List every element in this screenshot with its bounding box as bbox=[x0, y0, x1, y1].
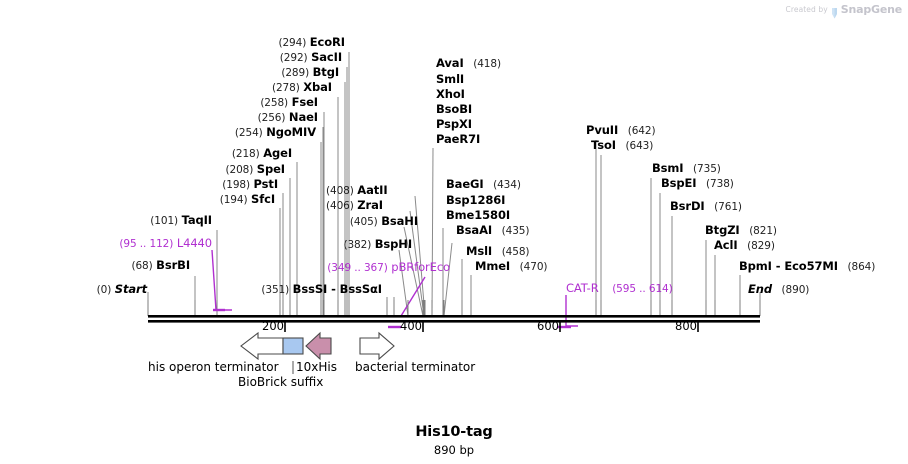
ruler-label-400: 400 bbox=[400, 319, 422, 333]
label-avai-stack[interactable]: AvaI (418) SmlI XhoI BsoBI PspXI PaeR7I bbox=[436, 56, 501, 146]
leader-line-bsphi bbox=[398, 249, 409, 317]
feature-arrows bbox=[240, 331, 395, 361]
page-title: His10-tag bbox=[415, 424, 493, 440]
label-ngomiv[interactable]: (254) NgoMIV bbox=[234, 125, 316, 139]
leader-line-pbrforeco bbox=[400, 276, 426, 317]
label-ecori[interactable]: (294) EcoRI bbox=[278, 35, 345, 49]
label-baegi-stack[interactable]: BaeGI (434) Bsp1286I Bme1580I bbox=[446, 177, 521, 222]
label-spei[interactable]: (208) SpeI bbox=[225, 162, 286, 176]
label-bsaai[interactable]: BsaAI (435) bbox=[456, 223, 530, 237]
snapgene-watermark: Created by SnapGene bbox=[785, 3, 902, 19]
feature-arrow-bacterial-terminator bbox=[359, 331, 395, 361]
label-psti[interactable]: (198) PstI bbox=[222, 177, 278, 191]
label-bsmi[interactable]: BsmI (735) bbox=[652, 161, 721, 175]
label-bsrbi[interactable]: (68) BsrBI bbox=[131, 258, 190, 272]
leader-line-aatii bbox=[414, 195, 426, 317]
snapgene-logo-icon bbox=[831, 4, 838, 19]
label-end[interactable]: End (890) bbox=[748, 282, 810, 296]
watermark-created-by-text: Created by bbox=[785, 5, 828, 14]
label-sacii[interactable]: (292) SacII bbox=[279, 50, 342, 64]
label-taqii[interactable]: (101) TaqII bbox=[150, 213, 212, 227]
label-bsssi[interactable]: (351) BssSI - BssSαI bbox=[261, 282, 382, 296]
label-btgzi[interactable]: BtgZI (821) bbox=[705, 223, 777, 237]
label-mmei[interactable]: MmeI (470) bbox=[475, 259, 548, 273]
feature-arrow-his-operon-terminator bbox=[240, 331, 284, 361]
label-l4440[interactable]: (95 .. 112) L4440 bbox=[119, 236, 212, 250]
feature-caption-biobrick-suffix[interactable]: BioBrick suffix bbox=[238, 375, 324, 389]
feature-arrow-10xhis bbox=[305, 331, 332, 361]
leader-line-zrai bbox=[409, 210, 425, 317]
feature-box-biobrick-suffix bbox=[282, 337, 304, 355]
label-agei[interactable]: (218) AgeI bbox=[231, 146, 292, 160]
label-bsphi[interactable]: (382) BspHI bbox=[343, 237, 412, 251]
leader-lines-left bbox=[147, 52, 350, 316]
label-acli[interactable]: AclI (829) bbox=[714, 238, 775, 252]
sequence-backbone bbox=[148, 315, 760, 323]
leader-line-l4440 bbox=[211, 249, 232, 311]
ruler-label-200: 200 bbox=[262, 319, 284, 333]
label-tsoi[interactable]: TsoI (643) bbox=[591, 138, 654, 152]
label-sfci[interactable]: (194) SfcI bbox=[219, 192, 275, 206]
title-block: His10-tag 890 bp bbox=[0, 424, 908, 457]
feature-caption-his-operon-terminator[interactable]: his operon terminator bbox=[148, 360, 279, 374]
ruler-label-600: 600 bbox=[537, 319, 559, 333]
ruler-label-800: 800 bbox=[675, 319, 697, 333]
leader-line-bsaai bbox=[443, 242, 453, 317]
label-naei[interactable]: (256) NaeI bbox=[257, 110, 318, 124]
label-fsei[interactable]: (258) FseI bbox=[260, 95, 318, 109]
label-bspei[interactable]: BspEI (738) bbox=[661, 176, 734, 190]
label-aatii[interactable]: (408) AatII bbox=[326, 183, 388, 197]
label-bpmi[interactable]: BpmI - Eco57MI (864) bbox=[739, 259, 876, 273]
label-msli[interactable]: MslI (458) bbox=[466, 244, 530, 258]
leader-line-bsahi bbox=[403, 226, 424, 317]
feature-caption-bacterial-terminator[interactable]: bacterial terminator bbox=[355, 360, 476, 374]
feature-caption-10xhis[interactable]: 10xHis bbox=[296, 360, 337, 374]
label-start[interactable]: (0) Start bbox=[96, 282, 147, 296]
restriction-site-ticks bbox=[147, 300, 761, 316]
label-pvuii[interactable]: PvuII (642) bbox=[586, 123, 656, 137]
label-bsahi[interactable]: (405) BsaHI bbox=[349, 214, 418, 228]
watermark-brand-text: SnapGene bbox=[840, 3, 902, 16]
label-zrai[interactable]: (406) ZraI bbox=[326, 198, 383, 212]
leader-line-avai bbox=[431, 147, 434, 317]
label-cat-r[interactable]: CAT-R (595 .. 614) bbox=[566, 281, 673, 295]
label-bsrdi[interactable]: BsrDI (761) bbox=[670, 199, 742, 213]
ruler-ticks bbox=[284, 322, 699, 332]
label-xbai[interactable]: (278) XbaI bbox=[271, 80, 332, 94]
label-btgi[interactable]: (289) BtgI bbox=[281, 65, 339, 79]
plasmid-size-label: 890 bp bbox=[433, 443, 475, 457]
label-pbrforeco[interactable]: (349 .. 367) pBRforEco bbox=[327, 260, 450, 274]
